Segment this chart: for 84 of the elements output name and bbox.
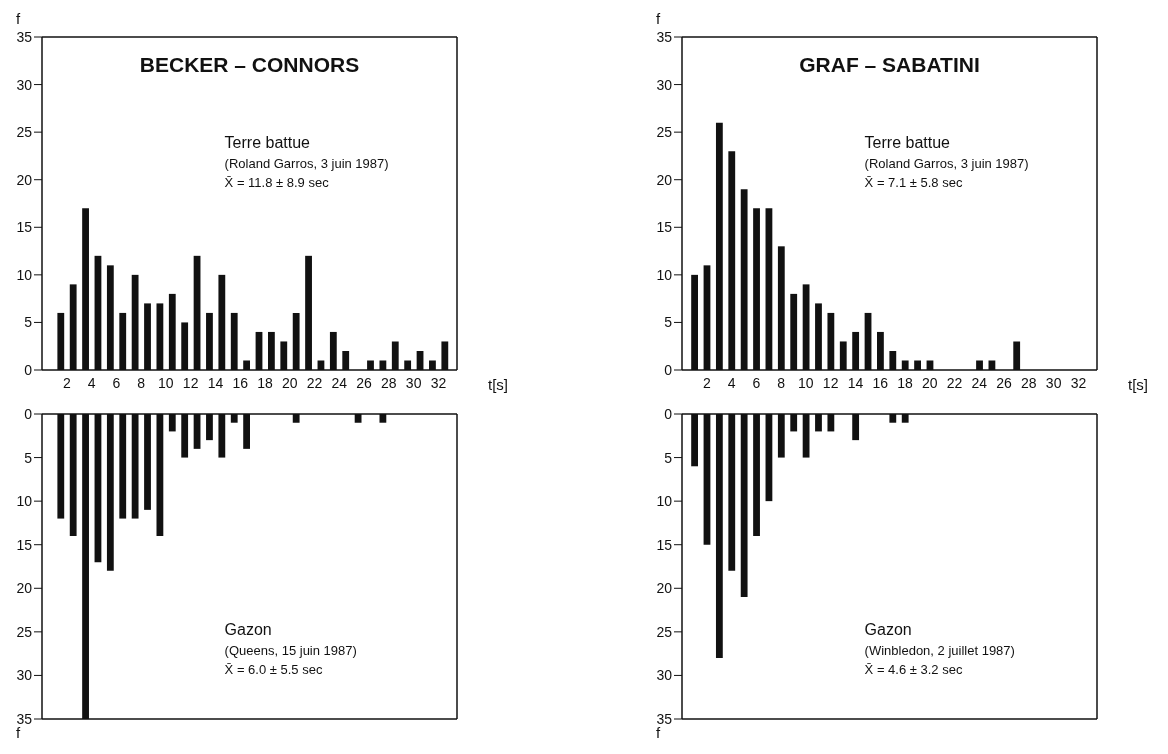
x-tick-label: 14 <box>207 374 224 391</box>
y-tick-label: 35 <box>656 28 673 45</box>
x-axis-title: t[s] <box>488 376 509 393</box>
x-axis-title: t[s] <box>1128 376 1149 393</box>
x-tick-label: 26 <box>996 374 1013 391</box>
y-axis-title: f <box>656 10 661 27</box>
y-tick-label: 0 <box>24 361 33 378</box>
y-tick-label: 35 <box>16 710 33 727</box>
y-tick-label: 10 <box>16 493 33 510</box>
y-tick-label: 30 <box>16 76 33 93</box>
x-tick-label: 6 <box>112 374 121 391</box>
x-tick-label: 32 <box>430 374 447 391</box>
x-tick-label: 18 <box>897 374 913 391</box>
y-tick-label: 15 <box>16 219 33 236</box>
x-tick-label: 22 <box>946 374 963 391</box>
y-tick-label: 30 <box>656 76 673 93</box>
y-tick-label: 25 <box>656 623 673 640</box>
x-tick-label: 28 <box>1021 374 1037 391</box>
annotation: X̄ = 7.1 ± 5.8 sec <box>864 174 964 190</box>
annotation: Terre battue <box>224 133 311 152</box>
x-tick-label: 16 <box>232 374 249 391</box>
y-tick-label: 10 <box>16 266 33 283</box>
x-tick-label: 12 <box>822 374 839 391</box>
x-tick-label: 22 <box>306 374 323 391</box>
y-tick-label: 0 <box>664 361 673 378</box>
x-tick-label: 2 <box>62 374 71 391</box>
y-tick-label: 15 <box>656 536 673 553</box>
annotation: X̄ = 6.0 ± 5.5 sec <box>224 662 324 678</box>
y-tick-label: 0 <box>24 405 33 422</box>
y-axis-title: f <box>16 724 21 741</box>
y-tick-label: 35 <box>656 710 673 727</box>
x-tick-label: 10 <box>158 374 174 391</box>
annotation: (Roland Garros, 3 juin 1987) <box>864 155 1029 171</box>
annotation: (Roland Garros, 3 juin 1987) <box>224 155 389 171</box>
annotation: X̄ = 4.6 ± 3.2 sec <box>864 662 964 678</box>
y-tick-label: 20 <box>16 171 33 188</box>
x-tick-label: 18 <box>257 374 273 391</box>
y-tick-label: 5 <box>24 314 33 331</box>
y-tick-label: 15 <box>656 219 673 236</box>
x-tick-label: 20 <box>921 374 938 391</box>
x-tick-label: 24 <box>331 374 348 391</box>
y-tick-label: 5 <box>24 449 33 466</box>
text: BECKER – CONNORS <box>138 53 361 77</box>
y-tick-label: 5 <box>664 449 673 466</box>
y-tick-label: 5 <box>664 314 673 331</box>
x-tick-label: 10 <box>798 374 814 391</box>
x-tick-label: 32 <box>1070 374 1087 391</box>
y-tick-label: 25 <box>16 124 33 141</box>
y-axis-title: f <box>16 10 21 27</box>
x-tick-label: 4 <box>727 374 736 391</box>
x-tick-label: 8 <box>137 374 146 391</box>
x-tick-label: 24 <box>971 374 988 391</box>
y-tick-label: 35 <box>16 28 33 45</box>
x-tick-label: 28 <box>381 374 397 391</box>
y-tick-label: 20 <box>16 580 33 597</box>
x-tick-label: 30 <box>405 374 422 391</box>
y-tick-label: 10 <box>656 266 673 283</box>
x-tick-label: 16 <box>872 374 889 391</box>
x-tick-label: 4 <box>87 374 96 391</box>
text: GRAF – SABATINI <box>798 53 981 77</box>
y-tick-label: 30 <box>16 667 33 684</box>
annotation: (Queens, 15 juin 1987) <box>224 643 357 659</box>
annotation: Gazon <box>224 621 273 640</box>
x-tick-label: 30 <box>1045 374 1062 391</box>
x-tick-label: 2 <box>702 374 711 391</box>
x-tick-label: 8 <box>777 374 786 391</box>
x-tick-label: 6 <box>752 374 761 391</box>
annotation: Terre battue <box>864 133 951 152</box>
x-tick-label: 26 <box>356 374 373 391</box>
annotation: (Winbledon, 2 juillet 1987) <box>864 643 1015 659</box>
annotation: Gazon <box>864 621 913 640</box>
y-tick-label: 25 <box>16 623 33 640</box>
y-tick-label: 20 <box>656 580 673 597</box>
annotation: X̄ = 11.8 ± 8.9 sec <box>224 174 330 190</box>
y-tick-label: 25 <box>656 124 673 141</box>
x-tick-label: 12 <box>182 374 199 391</box>
y-tick-label: 30 <box>656 667 673 684</box>
x-tick-label: 14 <box>847 374 864 391</box>
y-axis-title: f <box>656 724 661 741</box>
y-tick-label: 15 <box>16 536 33 553</box>
y-tick-label: 10 <box>656 493 673 510</box>
y-tick-label: 20 <box>656 171 673 188</box>
x-tick-label: 20 <box>281 374 298 391</box>
y-tick-label: 0 <box>664 405 673 422</box>
